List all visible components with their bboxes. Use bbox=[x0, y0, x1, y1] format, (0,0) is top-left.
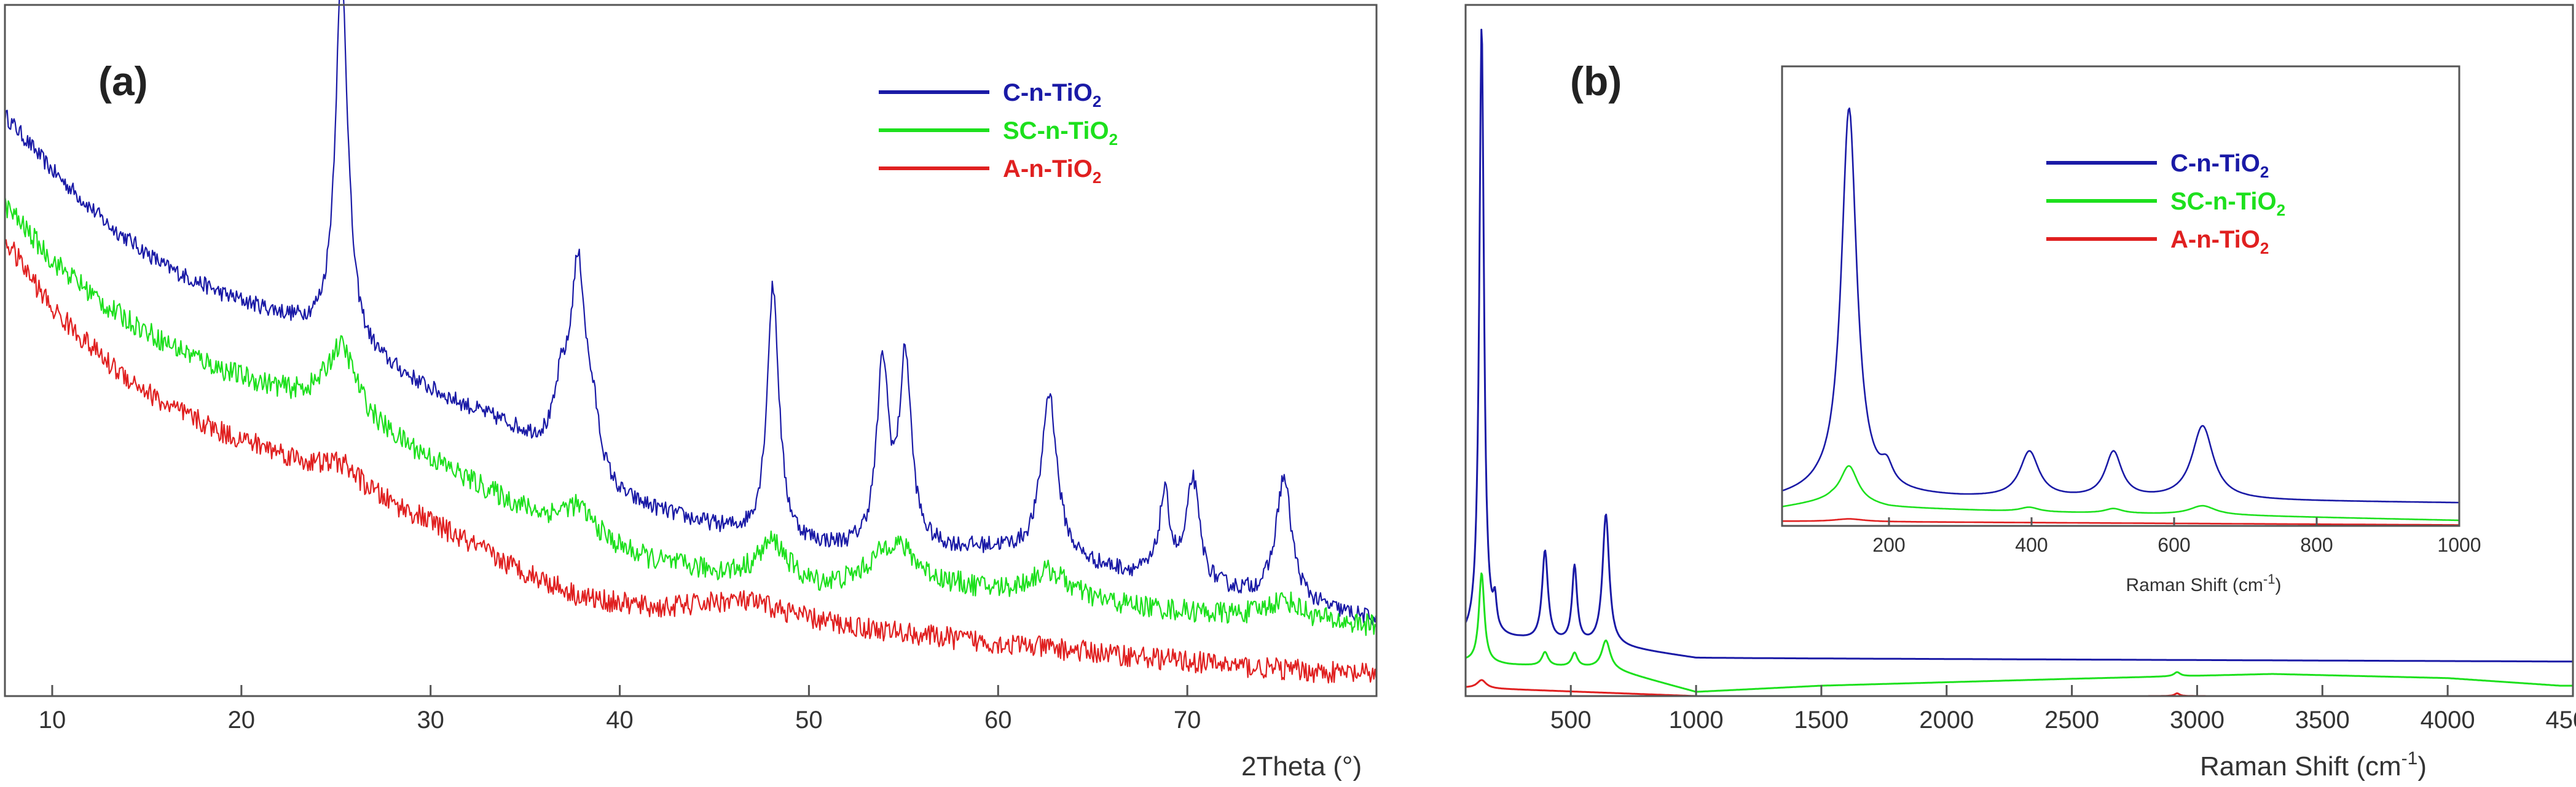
panel-b-x-tick-label-2500: 2500 bbox=[2044, 707, 2099, 734]
panel-b-legend-label-1: SC-n-TiO2 bbox=[2170, 188, 2285, 219]
panel-a-legend-label-sub-2: 2 bbox=[1093, 168, 1101, 187]
inset-x-axis-title-main: Raman Shift (cm bbox=[2126, 575, 2263, 595]
panel-a-x-tick-label-70: 70 bbox=[1174, 707, 1201, 734]
panel-a-x-tick-label-20: 20 bbox=[228, 707, 256, 734]
panel-b-legend-label-main-2: A-n-TiO bbox=[2170, 226, 2260, 253]
panel-b-legend-label-sub-2: 2 bbox=[2260, 239, 2269, 257]
inset-x-axis-title: Raman Shift (cm-1) bbox=[2126, 571, 2282, 595]
panel-a-series-green bbox=[4, 195, 1377, 636]
panel-b-legend-label-sub-0: 2 bbox=[2260, 163, 2269, 181]
inset-x-tick-label-600: 600 bbox=[2158, 534, 2190, 556]
inset-x-tick-label-400: 400 bbox=[2015, 534, 2048, 556]
inset-background bbox=[1782, 66, 2459, 526]
inset-series-green bbox=[1781, 465, 2459, 522]
panel-b-x-ticks: 500 1000 1500 2000 2500 3000 3500 4000 4500 bbox=[1550, 685, 2576, 734]
panel-b-x-axis-title-main: Raman Shift (cm bbox=[2200, 751, 2401, 781]
panel-a-x-ticks: 10 20 30 40 50 60 70 bbox=[39, 685, 1201, 734]
panel-a-series-blue bbox=[4, 0, 1377, 626]
panel-b-series-green bbox=[1465, 572, 2573, 693]
panel-a-x-axis-title: 2Theta (°) bbox=[1241, 751, 1362, 781]
panel-b-x-tick-label-4500: 4500 bbox=[2546, 707, 2576, 734]
panel-b-x-tick-label-500: 500 bbox=[1550, 707, 1592, 734]
panel-b-x-axis-title-sup: -1 bbox=[2401, 748, 2418, 769]
panel-b-legend-label-0: C-n-TiO2 bbox=[2170, 150, 2269, 181]
panel-b-x-axis-title-end: ) bbox=[2417, 751, 2427, 781]
inset-series-red bbox=[1782, 518, 2459, 526]
panel-b-series-blue bbox=[1464, 28, 2573, 663]
panel-b-x-tick-label-2000: 2000 bbox=[1919, 707, 1974, 734]
panel-a-xrd: 10 20 30 40 50 60 70 (a) 2Theta (°) C-n-TiO2SC… bbox=[4, 0, 1378, 781]
panel-b-label: (b) bbox=[1570, 58, 1622, 104]
panel-a-legend-label-sub-0: 2 bbox=[1093, 92, 1101, 111]
inset-series-blue bbox=[1781, 108, 2459, 504]
inset-series-group bbox=[1781, 108, 2459, 526]
inset-x-ticks: 200 400 600 800 1000 bbox=[1872, 517, 2481, 556]
panel-a-x-tick-label-10: 10 bbox=[39, 707, 66, 734]
panel-a-legend-label-main-1: SC-n-TiO bbox=[1003, 117, 1109, 144]
inset-x-tick-label-800: 800 bbox=[2300, 534, 2333, 556]
panel-b-x-tick-label-1500: 1500 bbox=[1794, 707, 1848, 734]
panel-b-x-tick-label-3500: 3500 bbox=[2295, 707, 2350, 734]
panel-a-legend-label-1: SC-n-TiO2 bbox=[1003, 117, 1118, 149]
panel-a-x-tick-label-50: 50 bbox=[795, 707, 823, 734]
panel-a-frame bbox=[4, 4, 1378, 697]
panel-b-series-red bbox=[1465, 679, 2573, 697]
panel-a-x-tick-label-30: 30 bbox=[417, 707, 444, 734]
inset-x-tick-label-1000: 1000 bbox=[2437, 534, 2481, 556]
inset-x-tick-label-200: 200 bbox=[1872, 534, 1905, 556]
panel-b-legend-label-main-0: C-n-TiO bbox=[2170, 150, 2260, 177]
panel-a-legend-label-main-2: A-n-TiO bbox=[1003, 155, 1093, 182]
panel-b-raman: 50010001500200025003000350040004500 (b) … bbox=[1464, 4, 2576, 781]
panel-a-series-red bbox=[4, 239, 1377, 684]
panel-a-legend-label-2: A-n-TiO2 bbox=[1003, 155, 1101, 187]
panel-a-legend-label-sub-1: 2 bbox=[1109, 130, 1118, 149]
inset-frame bbox=[1781, 65, 2460, 527]
inset-x-axis-title-end: ) bbox=[2275, 575, 2281, 595]
panel-b-frame bbox=[1464, 4, 2574, 697]
panel-a-legend-label-0: C-n-TiO2 bbox=[1003, 79, 1101, 111]
panel-b-x-tick-label-4000: 4000 bbox=[2421, 707, 2475, 734]
panel-b-x-axis-title: Raman Shift (cm-1) bbox=[2200, 748, 2427, 781]
panel-a-series-group bbox=[4, 0, 1377, 684]
panel-a-label: (a) bbox=[98, 58, 148, 104]
panel-a-x-tick-label-40: 40 bbox=[606, 707, 634, 734]
panel-b-x-tick-label-1000: 1000 bbox=[1669, 707, 1724, 734]
panel-b-legend-label-sub-1: 2 bbox=[2277, 201, 2285, 219]
panel-b-legend-label-2: A-n-TiO2 bbox=[2170, 226, 2269, 257]
panel-b-legend-label-main-1: SC-n-TiO bbox=[2170, 188, 2277, 215]
panel-a-x-tick-label-60: 60 bbox=[984, 707, 1012, 734]
panel-a-legend-label-main-0: C-n-TiO bbox=[1003, 79, 1093, 106]
panel-b-x-tick-label-3000: 3000 bbox=[2170, 707, 2225, 734]
inset-x-axis-title-sup: -1 bbox=[2263, 571, 2276, 587]
panel-b-inset: 200 400 600 800 1000 Raman Shift (cm-1) C-n-… bbox=[1781, 65, 2481, 595]
